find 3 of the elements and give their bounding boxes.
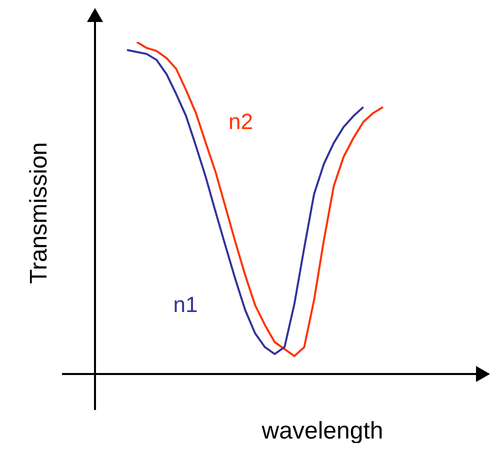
- y-axis-title: Transmission: [26, 142, 53, 284]
- series-label: n1: [173, 292, 198, 317]
- series-label: n2: [228, 108, 254, 134]
